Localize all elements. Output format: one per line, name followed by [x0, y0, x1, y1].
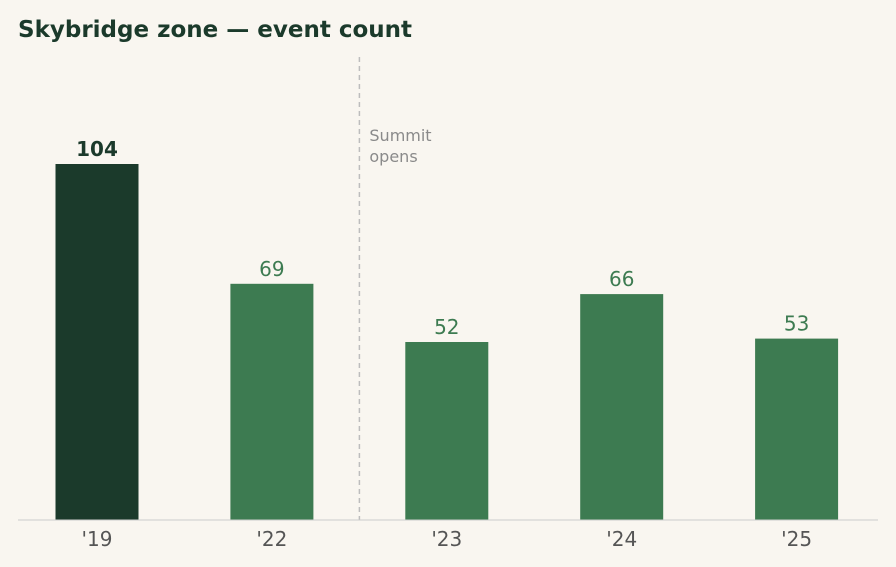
bar-1 [230, 283, 314, 520]
bar-0 [55, 164, 139, 520]
annotation-text-0: Summit [369, 126, 431, 145]
x-tick-label-2: '23 [431, 527, 462, 551]
data-label-4: 53 [784, 312, 809, 336]
chart-title: Skybridge zone — event count [18, 17, 412, 43]
x-tick-label-0: '19 [82, 527, 113, 551]
annotation-layer: Summit opens [358, 57, 432, 520]
bar-4 [755, 338, 839, 520]
x-tick-label-1: '22 [256, 527, 287, 551]
x-tick-labels: '19 '22 '23 '24 '25 [82, 527, 813, 551]
data-label-1: 69 [259, 257, 284, 281]
data-label-0: 104 [76, 137, 118, 161]
data-label-2: 52 [434, 315, 459, 339]
data-label-3: 66 [609, 267, 634, 291]
bar-2 [405, 342, 489, 520]
x-tick-label-3: '24 [606, 527, 637, 551]
bar-3 [580, 294, 664, 520]
annotation-text-1: opens [369, 147, 417, 166]
bars-layer: 104 69 52 66 53 [55, 137, 839, 520]
x-tick-label-4: '25 [781, 527, 812, 551]
